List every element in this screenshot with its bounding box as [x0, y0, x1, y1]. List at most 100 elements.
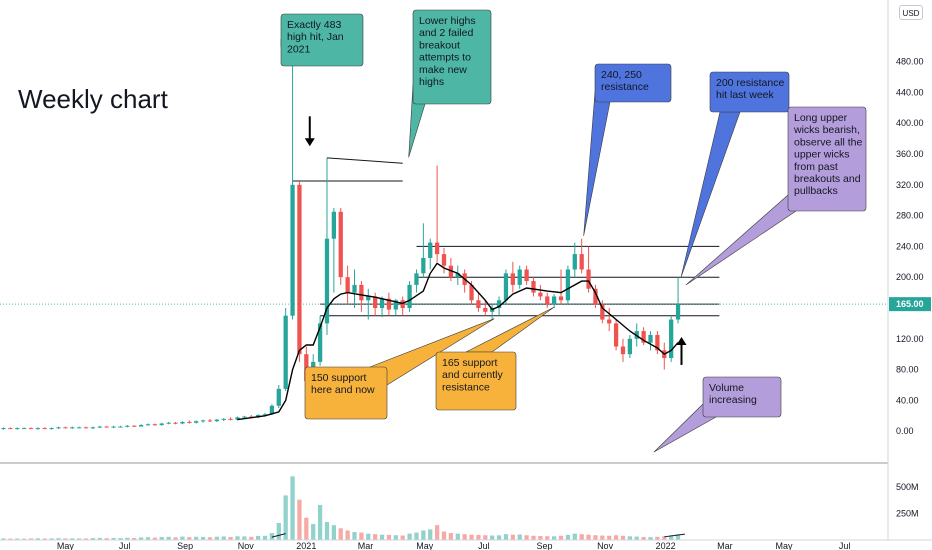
candle-body	[132, 425, 137, 427]
candle-body	[111, 426, 116, 428]
volume-bar	[593, 535, 598, 540]
callout-pointer	[465, 306, 555, 353]
volume-bar	[180, 536, 185, 540]
y-tick-label: 320.00	[896, 180, 924, 190]
callout-fill	[281, 14, 363, 66]
volume-bar	[221, 536, 226, 540]
candle-body	[414, 273, 419, 285]
volume-bar	[483, 535, 488, 540]
x-tick-label: Mar	[358, 541, 374, 550]
volume-bar	[276, 523, 281, 540]
volume-bar	[77, 538, 82, 540]
volume-bar	[21, 538, 27, 540]
candle-body	[400, 300, 405, 308]
volume-bar	[455, 533, 460, 540]
volume-bar	[324, 521, 330, 540]
candle-body	[262, 414, 268, 416]
y-tick-label: 80.00	[896, 365, 919, 375]
volume-bar	[373, 534, 378, 540]
volume-bar	[317, 504, 323, 540]
candle-body	[373, 296, 378, 308]
candle-body	[627, 338, 632, 355]
volume-bar	[290, 476, 295, 540]
x-tick-label: May	[57, 541, 75, 550]
volume-bar	[428, 529, 433, 540]
candle-body	[187, 421, 192, 423]
candle-body	[297, 184, 302, 355]
callout-text: Volume	[709, 382, 744, 394]
candle-body	[8, 428, 13, 430]
volume-bar	[565, 534, 571, 540]
candle-body	[28, 428, 34, 430]
volume-bar	[242, 536, 247, 540]
callout-text: Long upper	[794, 112, 848, 124]
candle-body	[228, 418, 233, 420]
volume-bar	[538, 535, 543, 540]
callout-text: Exactly 483	[287, 19, 341, 31]
volume-bar	[600, 535, 605, 540]
volume-bar	[627, 536, 632, 540]
volume-tick-label: 500M	[896, 482, 919, 492]
candle-body	[386, 298, 392, 310]
candle-body	[125, 425, 130, 427]
candle-body	[63, 427, 68, 429]
volume-bar	[311, 524, 316, 540]
volume-bar	[434, 525, 440, 540]
x-tick-label: Sep	[177, 541, 193, 550]
volume-bar	[503, 534, 509, 540]
volume-bar	[269, 533, 275, 540]
y-tick-label: 40.00	[896, 395, 919, 405]
candle-body	[145, 424, 151, 426]
volume-bar	[524, 535, 529, 540]
volume-bar	[545, 536, 550, 540]
volume-bar	[421, 530, 426, 540]
candle-body	[152, 424, 158, 426]
volume-bar	[641, 537, 646, 540]
chart-title: Weekly chart	[18, 84, 169, 114]
y-tick-label: 360.00	[896, 149, 924, 159]
volume-bar	[152, 537, 158, 540]
last-price-label: 165.00	[896, 299, 924, 309]
volume-bar	[83, 538, 89, 540]
candle-body	[338, 211, 343, 278]
arrow-down-head	[304, 138, 315, 147]
volume-bar	[586, 534, 591, 540]
candle-body	[496, 300, 502, 308]
candle-body	[331, 211, 336, 239]
volume-bar	[552, 536, 557, 540]
candle-body	[97, 426, 102, 428]
candle-body	[407, 284, 412, 308]
volume-bar	[490, 535, 495, 540]
callout-text: breakouts and	[794, 173, 861, 185]
candle-body	[531, 281, 536, 293]
volume-bar	[613, 535, 619, 540]
currency-button[interactable]: USD	[899, 5, 923, 20]
callout-text: breakout	[419, 39, 460, 51]
volume-bar	[283, 495, 288, 540]
y-tick-label: 280.00	[896, 211, 924, 221]
volume-bar	[256, 535, 261, 540]
candle-body	[434, 242, 440, 255]
callout-text: 240, 250	[601, 69, 642, 81]
callout-text: observe all the	[794, 136, 862, 148]
volume-bar	[304, 517, 309, 540]
x-tick-label: 2021	[296, 541, 316, 550]
callout-text: 200 resistance	[716, 77, 784, 89]
candle-body	[669, 319, 674, 359]
callout-text: and 2 failed	[419, 27, 473, 39]
volume-bar	[476, 534, 481, 540]
candle-body	[593, 288, 598, 305]
x-tick-label: Sep	[536, 541, 552, 550]
volume-bar	[97, 537, 102, 540]
candle-body	[49, 428, 54, 430]
volume-bar	[111, 537, 116, 540]
volume-bar	[35, 538, 40, 540]
volume-bar	[345, 530, 350, 540]
volume-bar	[159, 537, 164, 540]
candle-body	[42, 428, 47, 430]
callout-text: 2021	[287, 43, 311, 55]
